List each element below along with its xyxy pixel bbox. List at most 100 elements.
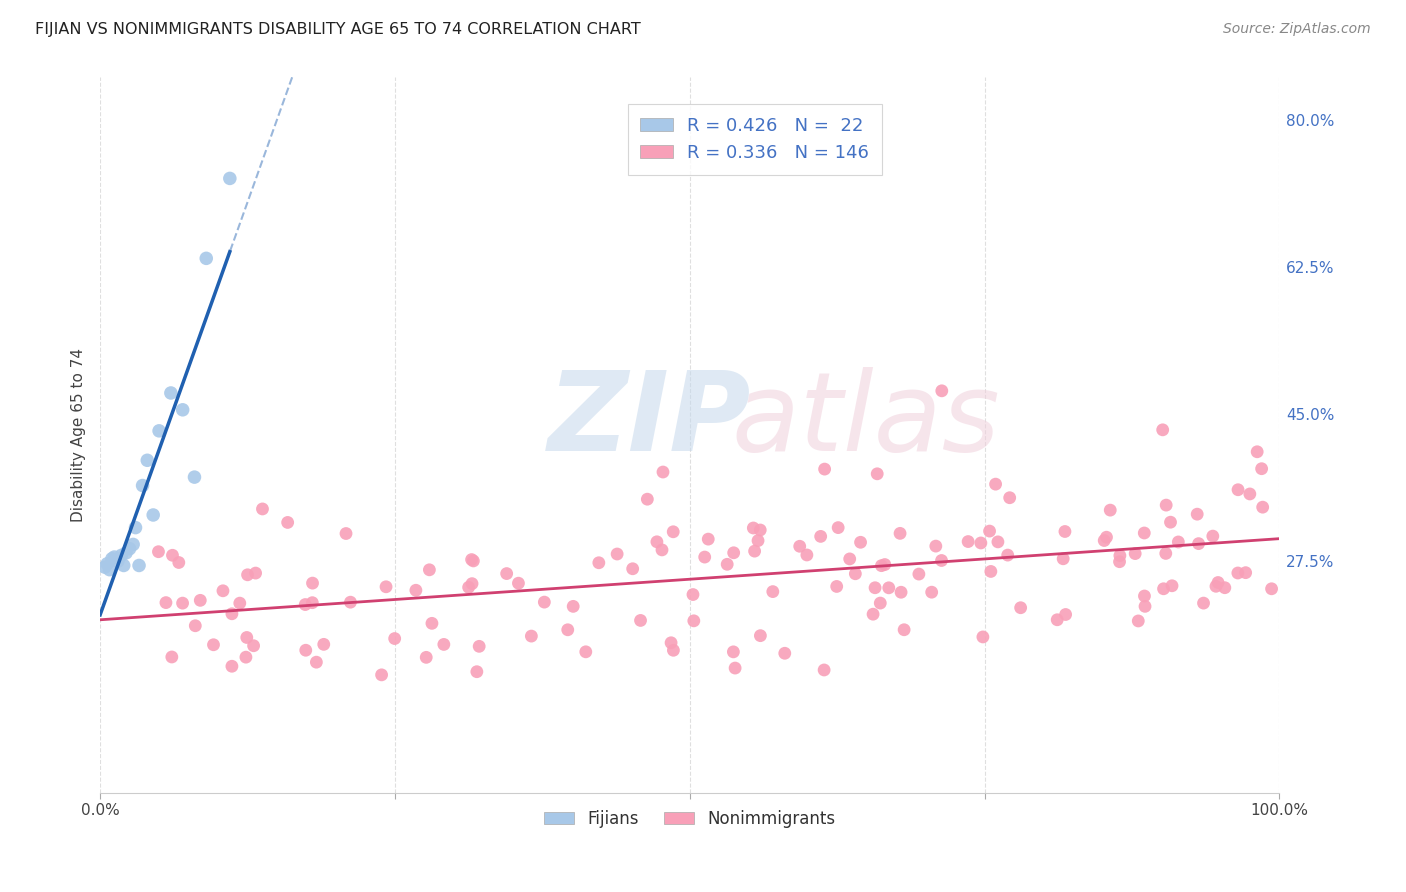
Point [115,546,138,560]
Point [508,576,530,591]
Point [465,665,488,679]
Point [659,636,682,650]
Point [1185,507,1208,521]
Point [463,554,485,568]
Point [931,384,953,398]
Point [810,529,832,543]
Legend: Fijians, Nonimmigrants: Fijians, Nonimmigrants [537,803,842,834]
Point [957,534,980,549]
Point [202,638,225,652]
Point [1095,530,1118,544]
Point [749,629,772,643]
Point [1260,582,1282,596]
Point [122,537,145,551]
Point [873,558,896,572]
Point [235,650,257,665]
Point [645,534,668,549]
Point [312,637,335,651]
Point [931,553,953,567]
Point [236,631,259,645]
Point [1092,533,1115,548]
Point [908,567,931,582]
Point [997,548,1019,562]
Point [375,580,398,594]
Point [1153,582,1175,596]
Point [112,558,135,573]
Point [749,523,772,537]
Point [433,637,456,651]
Point [96,557,118,571]
Point [723,546,745,560]
Point [890,585,912,599]
Point [294,598,316,612]
Point [866,467,889,481]
Point [1154,546,1177,560]
Point [301,596,323,610]
Point [1154,498,1177,512]
Point [980,565,1002,579]
Point [1054,607,1077,622]
Point [461,576,484,591]
Point [838,552,860,566]
Point [110,549,132,563]
Point [107,554,129,568]
Point [621,562,644,576]
Point [1052,551,1074,566]
Point [1133,599,1156,614]
Point [457,580,479,594]
Point [118,541,141,556]
Point [1108,555,1130,569]
Text: atlas: atlas [731,368,1000,475]
Point [893,623,915,637]
Point [384,632,406,646]
Point [697,532,720,546]
Point [1133,589,1156,603]
Point [1109,549,1132,563]
Point [862,607,884,622]
Point [172,596,194,610]
Point [370,668,392,682]
Point [98,563,121,577]
Point [420,616,443,631]
Point [1239,487,1261,501]
Point [148,424,170,438]
Point [124,520,146,534]
Point [415,650,437,665]
Point [1192,596,1215,610]
Point [970,536,993,550]
Point [1202,529,1225,543]
Point [652,465,675,479]
Point [277,516,299,530]
Point [716,558,738,572]
Point [723,645,745,659]
Point [1205,579,1227,593]
Point [305,655,328,669]
Point [1187,536,1209,550]
Point [773,646,796,660]
Point [148,545,170,559]
Point [1133,526,1156,541]
Point [662,524,685,539]
Point [998,491,1021,505]
Point [693,550,716,565]
Point [142,508,165,522]
Point [1213,581,1236,595]
Point [405,583,427,598]
Point [460,552,482,566]
Point [789,539,811,553]
Point [979,524,1001,538]
Point [520,629,543,643]
Point [1128,614,1150,628]
Point [813,663,835,677]
Point [188,593,211,607]
Point [682,588,704,602]
Text: ZIP: ZIP [548,368,752,475]
Point [212,583,235,598]
Point [662,643,685,657]
Point [160,650,183,665]
Point [495,566,517,581]
Point [183,470,205,484]
Point [814,462,837,476]
Point [167,556,190,570]
Point [987,534,1010,549]
